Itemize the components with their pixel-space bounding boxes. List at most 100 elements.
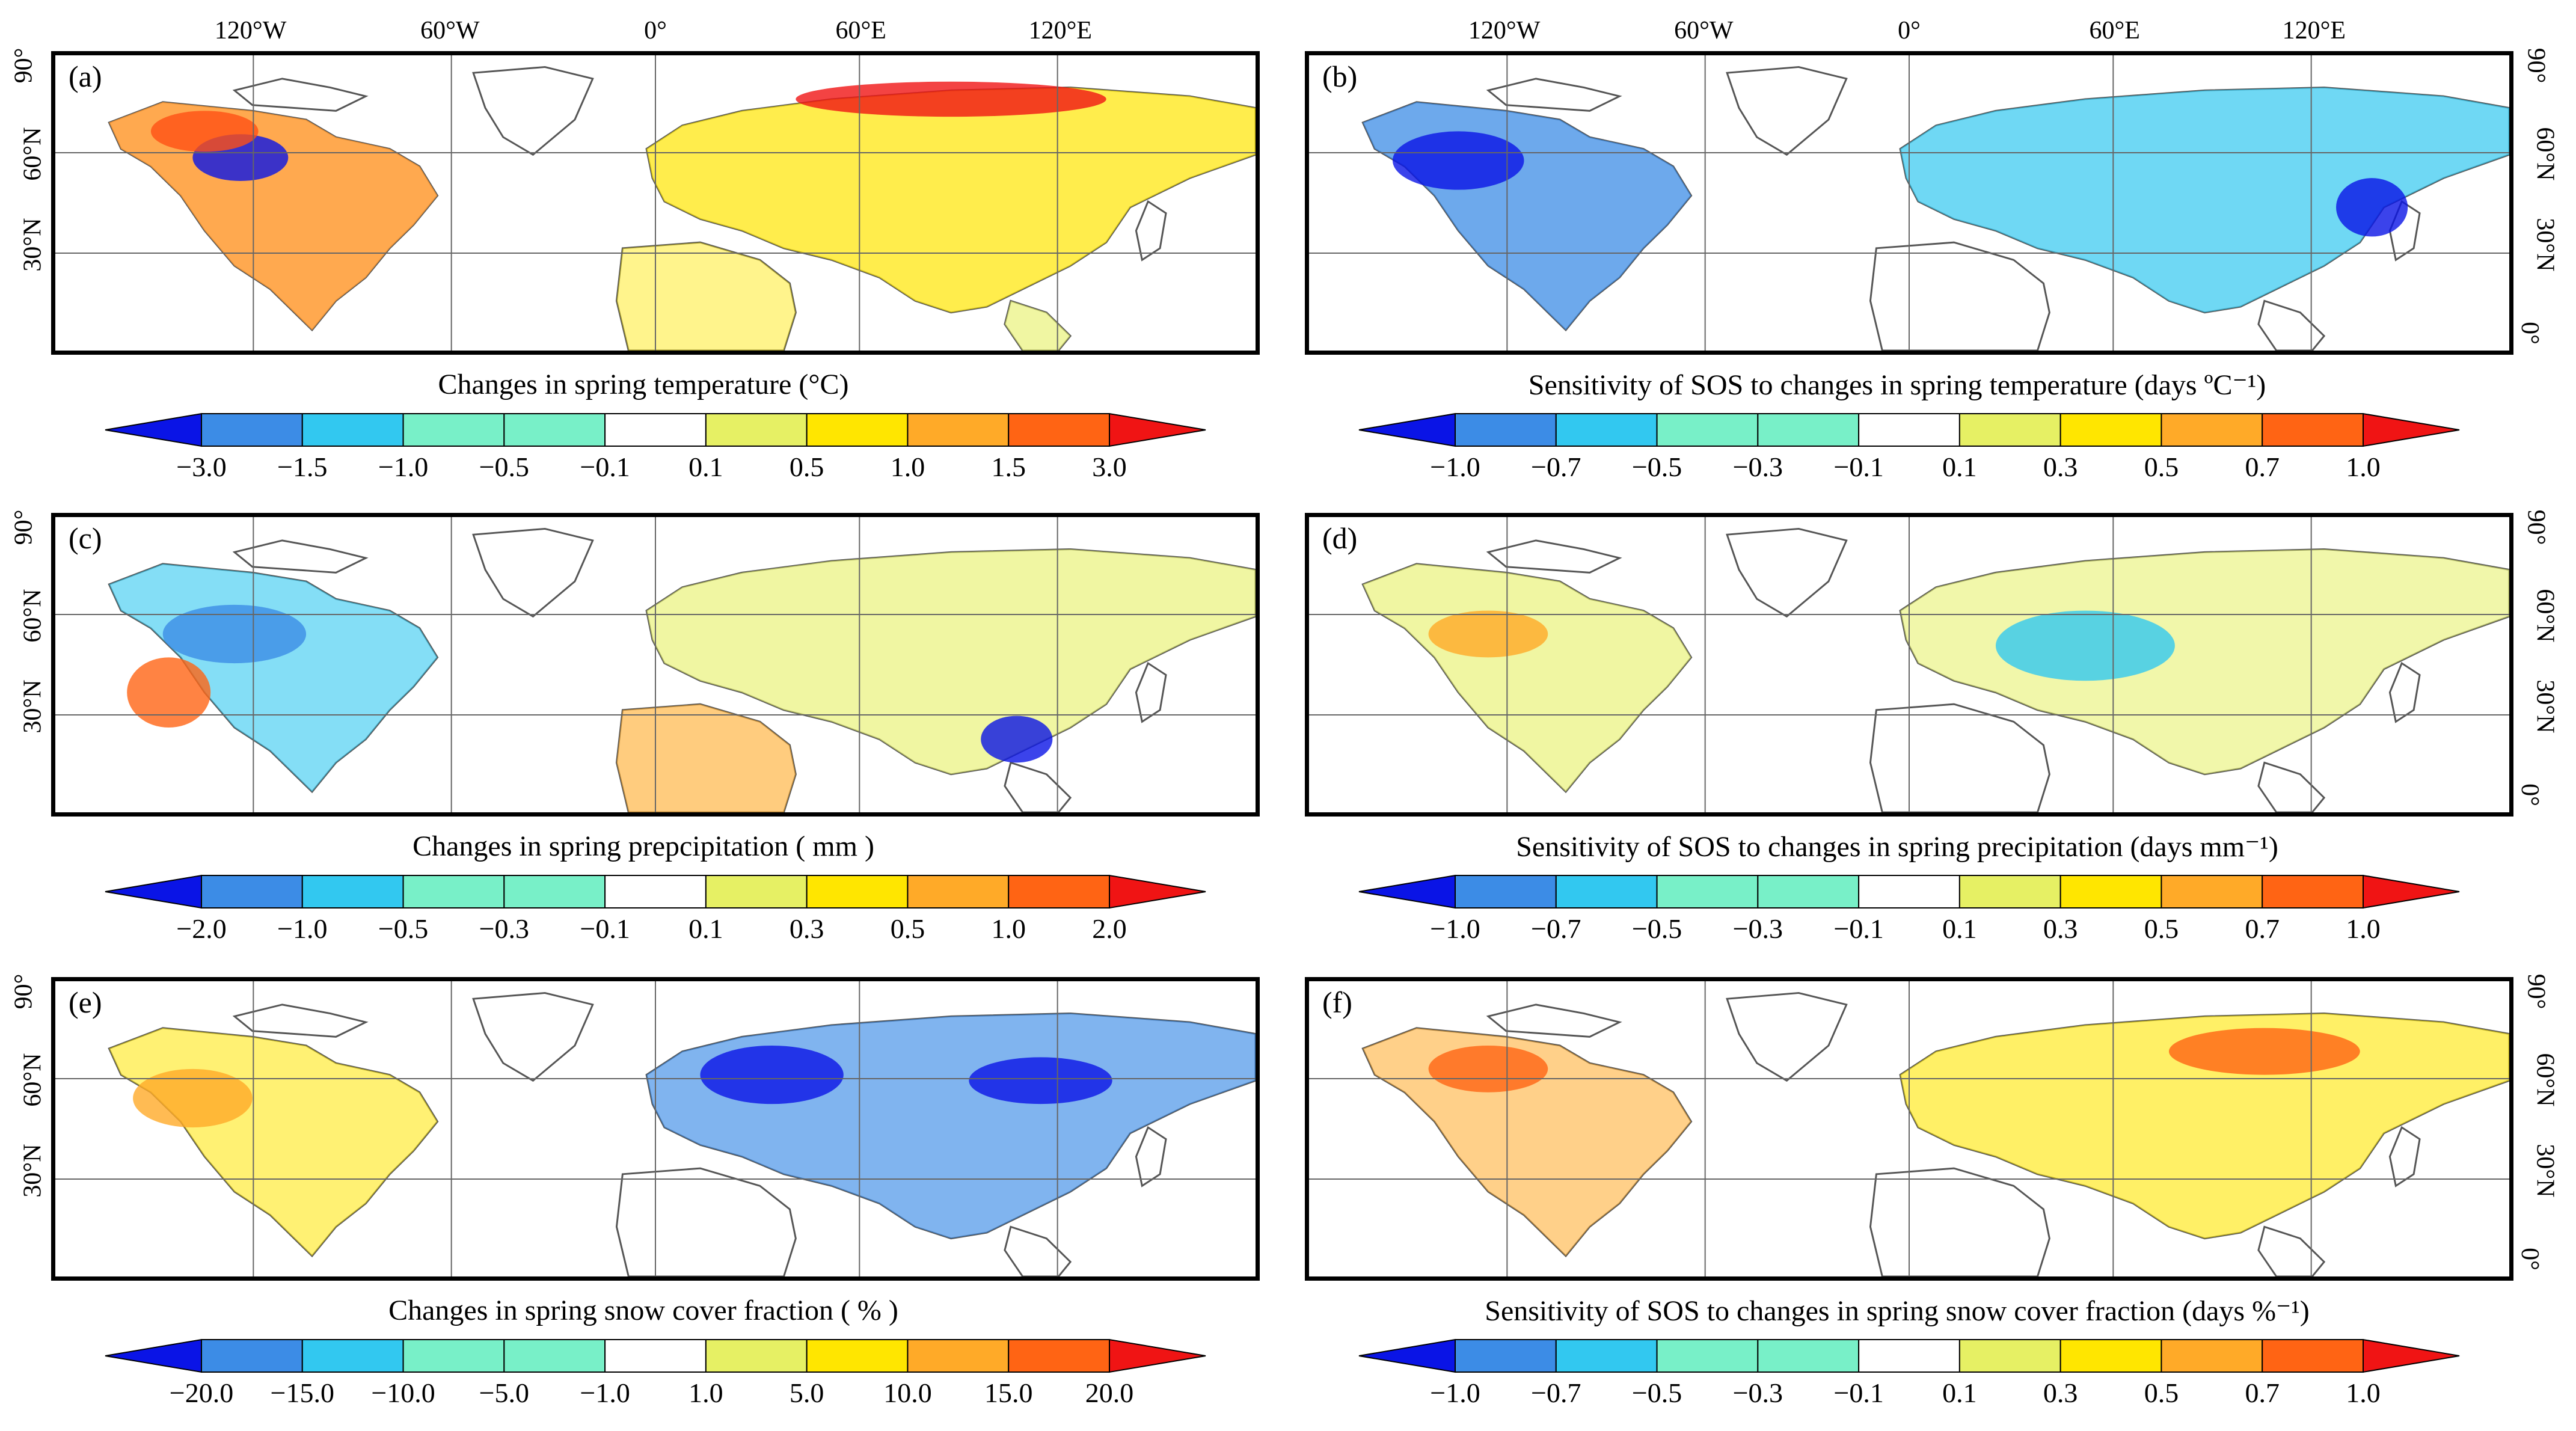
colorbar-segment — [201, 413, 303, 447]
colorbar-tick-label: −5.0 — [479, 1377, 530, 1408]
colorbar-segment — [1958, 1339, 2061, 1373]
coastline-greenland — [472, 527, 594, 618]
colorbar-segment — [2262, 1339, 2364, 1373]
colorbar-segment — [1958, 875, 2061, 909]
colorbar-segment — [2262, 413, 2364, 447]
data-spot-2 — [150, 111, 259, 152]
data-spot-1 — [969, 1057, 1112, 1105]
latitude-label: 60°N — [2531, 1053, 2559, 1107]
data-fill-1 — [646, 87, 1256, 313]
colorbar-segment — [1757, 875, 1860, 909]
colorbar-tick-label: 1.0 — [2346, 452, 2381, 482]
colorbar-tick-label: 15.0 — [984, 1377, 1033, 1408]
data-spot-0 — [127, 657, 211, 728]
colorbar-tick-label: 1.0 — [991, 913, 1026, 944]
coastline-japan — [1135, 661, 1167, 723]
map-panel-a: (a) — [51, 51, 1260, 355]
colorbar-segment — [1656, 875, 1759, 909]
data-fill-2 — [616, 704, 796, 812]
map-panel-f: (f) — [1305, 977, 2513, 1281]
longitude-label: 120°W — [214, 17, 287, 44]
colorbar-segment — [1555, 875, 1658, 909]
colorbar-tick-label: −0.3 — [1732, 913, 1783, 944]
coastline-seasia — [1004, 761, 1072, 812]
data-fill-1 — [1900, 1013, 2509, 1239]
latitude-label: 30°N — [2531, 1144, 2559, 1198]
colorbar-high-arrow — [2363, 874, 2460, 909]
longitude-label: 120°E — [2282, 17, 2346, 44]
colorbar-low-arrow — [1358, 412, 1456, 447]
coastline-ca_arch — [1486, 539, 1622, 574]
colorbar-tick-label: 1.0 — [688, 1377, 723, 1408]
colorbar-graphic — [1358, 1338, 2460, 1373]
colorbar-tick-label: −1.0 — [378, 452, 429, 482]
colorbar-tick-label: 2.0 — [1092, 913, 1127, 944]
colorbar-tick-label: −0.1 — [1833, 913, 1884, 944]
colorbar-tick-label: 0.5 — [890, 913, 925, 944]
latitude-label: 90° — [2522, 509, 2550, 545]
colorbar-segment — [301, 1339, 404, 1373]
colorbar-high-arrow — [1109, 1338, 1206, 1373]
longitude-label: 60°W — [420, 17, 480, 44]
colorbar-segment — [503, 875, 606, 909]
colorbar-tick-label: −1.0 — [1430, 1377, 1480, 1408]
latitude-label: 30°N — [19, 679, 47, 734]
colorbar-segment — [1008, 413, 1110, 447]
colorbar-tick-label: −0.1 — [1833, 1377, 1884, 1408]
colorbar-title: Changes in spring snow cover fraction ( … — [388, 1295, 898, 1326]
colorbar-tick-label: 0.3 — [2043, 452, 2078, 482]
colorbar-graphic — [1358, 412, 2460, 447]
latitude-label: 60°N — [2531, 127, 2559, 181]
coastline-africa — [615, 1167, 797, 1276]
colorbar-tick-label: −1.0 — [277, 913, 328, 944]
colorbar-segment — [2262, 875, 2364, 909]
colorbar-tick-label: 0.5 — [2144, 452, 2179, 482]
colorbar-tick-label: 10.0 — [883, 1377, 932, 1408]
coastline-ca_arch — [232, 539, 369, 574]
colorbar-tick-label: 0.5 — [2144, 913, 2179, 944]
latitude-label: 30°N — [2531, 218, 2559, 272]
longitude-label: 120°E — [1028, 17, 1093, 44]
coastline-japan — [2388, 1126, 2421, 1187]
colorbar-segment — [503, 1339, 606, 1373]
coastline-greenland — [472, 991, 594, 1082]
data-fill-1 — [646, 549, 1256, 774]
colorbar-tick-label: −0.5 — [1631, 913, 1682, 944]
colorbar-segment — [806, 1339, 909, 1373]
data-fill-3 — [1004, 301, 1071, 351]
coastline-japan — [1135, 200, 1167, 262]
colorbar-high-arrow — [2363, 412, 2460, 447]
colorbar-graphic — [105, 874, 1206, 909]
colorbar-tick-label: −0.3 — [1732, 1377, 1783, 1408]
data-spot-1 — [981, 716, 1053, 763]
world-map — [55, 55, 1256, 351]
colorbar-tick-label: −0.5 — [378, 913, 429, 944]
colorbar — [105, 874, 1206, 909]
world-map — [55, 517, 1256, 812]
colorbar-high-arrow — [1109, 412, 1206, 447]
colorbar — [1358, 1338, 2460, 1373]
latitude-label: 90° — [10, 509, 38, 545]
coastline-ca_arch — [1486, 78, 1622, 112]
data-fill-0 — [109, 102, 438, 330]
panel-label: (f) — [1322, 985, 1352, 1019]
colorbar-tick-label: −0.7 — [1531, 1377, 1581, 1408]
data-fill-0 — [1363, 563, 1691, 792]
colorbar-segment — [2059, 875, 2162, 909]
data-spot-1 — [1428, 1045, 1548, 1092]
colorbar-tick-label: 1.0 — [890, 452, 925, 482]
colorbar-low-arrow — [1358, 1338, 1456, 1373]
colorbar-tick-label: 0.7 — [2245, 1377, 2280, 1408]
panel-label: (e) — [69, 985, 102, 1019]
colorbar-segment — [1455, 1339, 1557, 1373]
latitude-label: 60°N — [2531, 589, 2559, 643]
colorbar-tick-label: −2.0 — [176, 913, 227, 944]
colorbar-segment — [1858, 413, 1960, 447]
colorbar-tick-label: 0.1 — [688, 452, 723, 482]
colorbar-segment — [705, 1339, 808, 1373]
colorbar-segment — [1555, 1339, 1658, 1373]
latitude-label: 30°N — [2531, 679, 2559, 734]
colorbar-tick-label: 0.3 — [2043, 1377, 2078, 1408]
colorbar-segment — [1858, 1339, 1960, 1373]
map-panel-c: (c) — [51, 513, 1260, 817]
